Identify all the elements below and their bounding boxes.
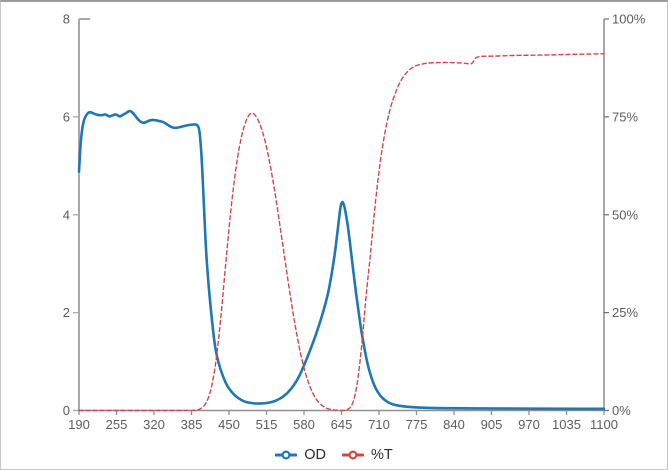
x-tick-label: 385 [181, 417, 203, 432]
x-tick-label: 190 [68, 417, 90, 432]
pct-t-line-marker-icon [342, 450, 364, 460]
y-left-tick-label: 2 [63, 305, 70, 320]
series-line-od [77, 109, 606, 411]
x-tick-label: 255 [106, 417, 128, 432]
y-left-tick-label: 6 [63, 109, 70, 124]
y-left-tick-label: 0 [63, 403, 70, 418]
x-tick-label: 580 [293, 417, 315, 432]
y-right-tick-label: 50% [612, 207, 638, 222]
pct-t-legend-label: %T [371, 447, 393, 463]
y-right-tick-label: 25% [612, 305, 638, 320]
x-tick-label: 970 [518, 417, 540, 432]
y-left-tick-label: 8 [63, 12, 70, 27]
od-marker-circle [281, 450, 291, 460]
y-right-tick-label: 75% [612, 109, 638, 124]
y-right-tick-label: 0% [612, 403, 631, 418]
x-tick-label: 320 [143, 417, 165, 432]
od-legend-label: OD [304, 447, 326, 463]
x-tick-label: 1100 [590, 417, 618, 432]
legend-item-od[interactable]: OD [275, 447, 326, 463]
x-tick-label: 515 [256, 417, 278, 432]
x-tick-label: 710 [368, 417, 390, 432]
y-right-tick-label: 100% [612, 12, 646, 27]
od-line-marker-icon [275, 450, 298, 460]
series-line-pctt [78, 53, 605, 412]
x-tick-label: 1035 [552, 417, 581, 432]
y-left-tick-label: 4 [63, 207, 70, 222]
x-tick-label: 840 [443, 417, 465, 432]
legend-item-pct-t[interactable]: %T [342, 447, 393, 463]
x-tick-label: 450 [218, 417, 240, 432]
x-tick-label: 775 [406, 417, 428, 432]
chart-legend: OD %T [1, 443, 667, 467]
x-tick-label: 905 [481, 417, 503, 432]
pct-t-marker-circle [348, 450, 358, 460]
x-tick-label: 645 [331, 417, 353, 432]
